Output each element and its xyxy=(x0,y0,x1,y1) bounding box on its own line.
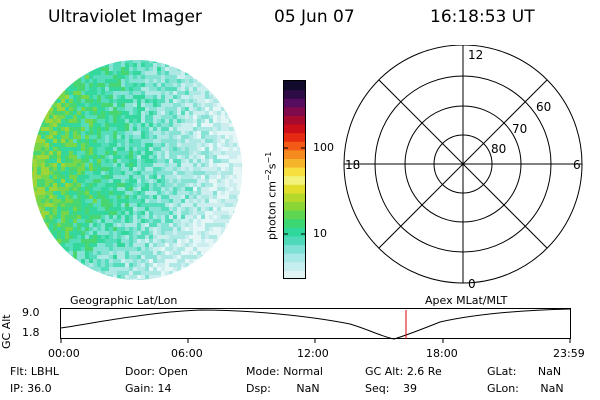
colorbar-unit-label: photon cm−2s−1 xyxy=(264,151,279,240)
timeline-altitude-curve xyxy=(60,308,571,340)
polar-label-dawn: 6 xyxy=(573,158,581,172)
info-glon: GLon: NaN xyxy=(487,382,564,395)
polar-label-lat60: 60 xyxy=(536,100,551,114)
info-dsp: Dsp: NaN xyxy=(246,382,320,395)
info-gcalt: GC Alt: 2.6 Re xyxy=(365,365,442,378)
polar-label-lat70: 70 xyxy=(512,122,527,136)
uv-image-disk xyxy=(32,60,242,280)
instrument-title: Ultraviolet Imager xyxy=(48,7,202,27)
timeline-yaxis-label: GC Alt xyxy=(0,314,13,349)
timeline-tick-0: 00:00 xyxy=(48,347,80,360)
info-seq: Seq: 39 xyxy=(365,382,417,395)
colorbar xyxy=(283,80,306,280)
colorbar-tick-10: 10 xyxy=(313,227,327,240)
observation-date: 05 Jun 07 xyxy=(274,7,355,27)
polar-label-midnight: 0 xyxy=(468,277,476,290)
timeline-ymin: 1.8 xyxy=(22,326,40,339)
info-flt: Flt: LBHL xyxy=(10,365,59,378)
info-glat: GLat: NaN xyxy=(487,365,562,378)
timeline-tick-2: 12:00 xyxy=(297,347,329,360)
info-door: Door: Open xyxy=(125,365,188,378)
polar-label-dusk: 18 xyxy=(345,158,360,172)
polar-grid: 12 0 6 18 60 70 80 xyxy=(343,45,583,290)
polar-label-noon: 12 xyxy=(468,48,483,62)
observation-time: 16:18:53 UT xyxy=(430,7,535,27)
colorbar-tick-100: 100 xyxy=(313,141,334,154)
timeline-tick-4: 23:59 xyxy=(553,347,585,360)
timeline-tick-1: 06:00 xyxy=(171,347,203,360)
uv-image-pixels xyxy=(32,60,242,280)
timeline-apex-label: Apex MLat/MLT xyxy=(425,294,508,307)
info-ip: IP: 36.0 xyxy=(10,382,52,395)
polar-diagonal-2 xyxy=(378,79,548,249)
timeline-plot xyxy=(60,308,571,343)
polar-label-lat80: 80 xyxy=(491,142,506,156)
timeline-ymax: 9.0 xyxy=(22,306,40,319)
info-mode: Mode: Normal xyxy=(246,365,323,378)
timeline-tick-3: 18:00 xyxy=(426,347,458,360)
timeline-geographic-label: Geographic Lat/Lon xyxy=(70,294,178,307)
info-gain: Gain: 14 xyxy=(125,382,172,395)
